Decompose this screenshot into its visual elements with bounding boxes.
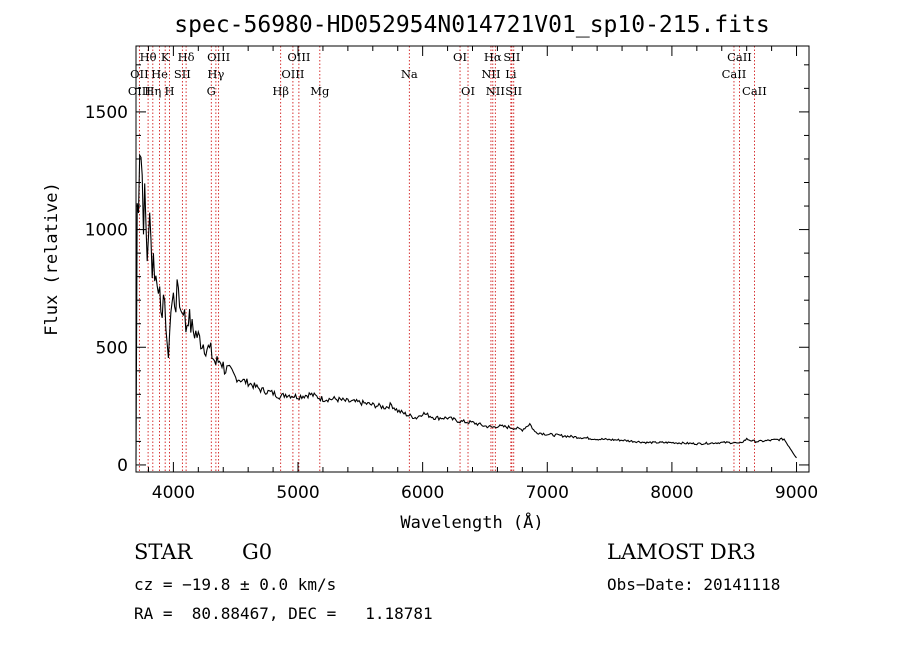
line-label-6: H [165, 84, 175, 98]
x-axis: 4000 5000 6000 7000 8000 9000 [147, 46, 818, 503]
line-label-20: NII [481, 67, 500, 81]
y-tick-label-0: 0 [117, 456, 128, 476]
line-label-23: Li [505, 67, 517, 81]
emission-line-markers [138, 46, 755, 472]
y-tick-label-1: 500 [96, 338, 128, 358]
y-axis: 0 500 1000 1500 [85, 64, 809, 476]
y-tick-label-3: 1500 [85, 103, 128, 123]
obs-date: Obs−Date: 20141118 [607, 575, 781, 594]
line-label-2: OIII [128, 84, 151, 98]
line-label-21: NII [486, 84, 505, 98]
line-label-27: CaII [742, 84, 767, 98]
line-label-1: OII [130, 67, 149, 81]
line-label-13: OIII [281, 67, 304, 81]
y-tick-label-2: 1000 [85, 221, 128, 241]
survey-name: LAMOST DR3 [607, 540, 756, 564]
x-tick-label-1: 5000 [276, 483, 319, 503]
line-label-8: Hδ [178, 50, 195, 64]
line-label-26: CaII [722, 67, 747, 81]
line-label-22: SII [503, 50, 520, 64]
line-label-11: G [207, 84, 216, 98]
coordinates: RA = 80.88467, DEC = 1.18781 [134, 604, 433, 623]
line-label-7: SII [174, 67, 191, 81]
chart-title: spec-56980-HD052954N014721V01_sp10-215.f… [174, 12, 769, 38]
x-tick-label-0: 4000 [152, 483, 195, 503]
line-label-0: Hθ [140, 50, 157, 64]
object-type: STAR [134, 540, 193, 564]
x-tick-label-3: 7000 [526, 483, 569, 503]
line-label-19: Hα [484, 50, 502, 64]
spectrum-line [135, 153, 797, 461]
y-axis-label: Flux (relative) [42, 182, 62, 336]
x-axis-label: Wavelength (Å) [400, 511, 543, 533]
line-label-16: Na [401, 67, 418, 81]
x-tick-label-2: 6000 [401, 483, 444, 503]
line-label-14: OIII [287, 50, 310, 64]
subclass: G0 [242, 540, 273, 564]
line-label-12: Hβ [272, 84, 289, 98]
line-label-18: OI [461, 84, 475, 98]
line-label-25: CaII [727, 50, 752, 64]
line-label-24: SII [505, 84, 522, 98]
line-label-5: K [161, 50, 170, 64]
line-label-15: Mg [310, 84, 330, 98]
x-tick-label-5: 9000 [775, 483, 818, 503]
redshift-value: cz = −19.8 ± 0.0 km/s [134, 575, 337, 594]
line-label-9: OIII [207, 50, 230, 64]
line-label-4: He [151, 67, 168, 81]
line-label-17: OI [453, 50, 467, 64]
line-label-3: Hη [144, 84, 161, 98]
x-tick-label-4: 8000 [650, 483, 693, 503]
line-label-10: Hγ [207, 67, 224, 81]
plot-frame [135, 45, 810, 473]
